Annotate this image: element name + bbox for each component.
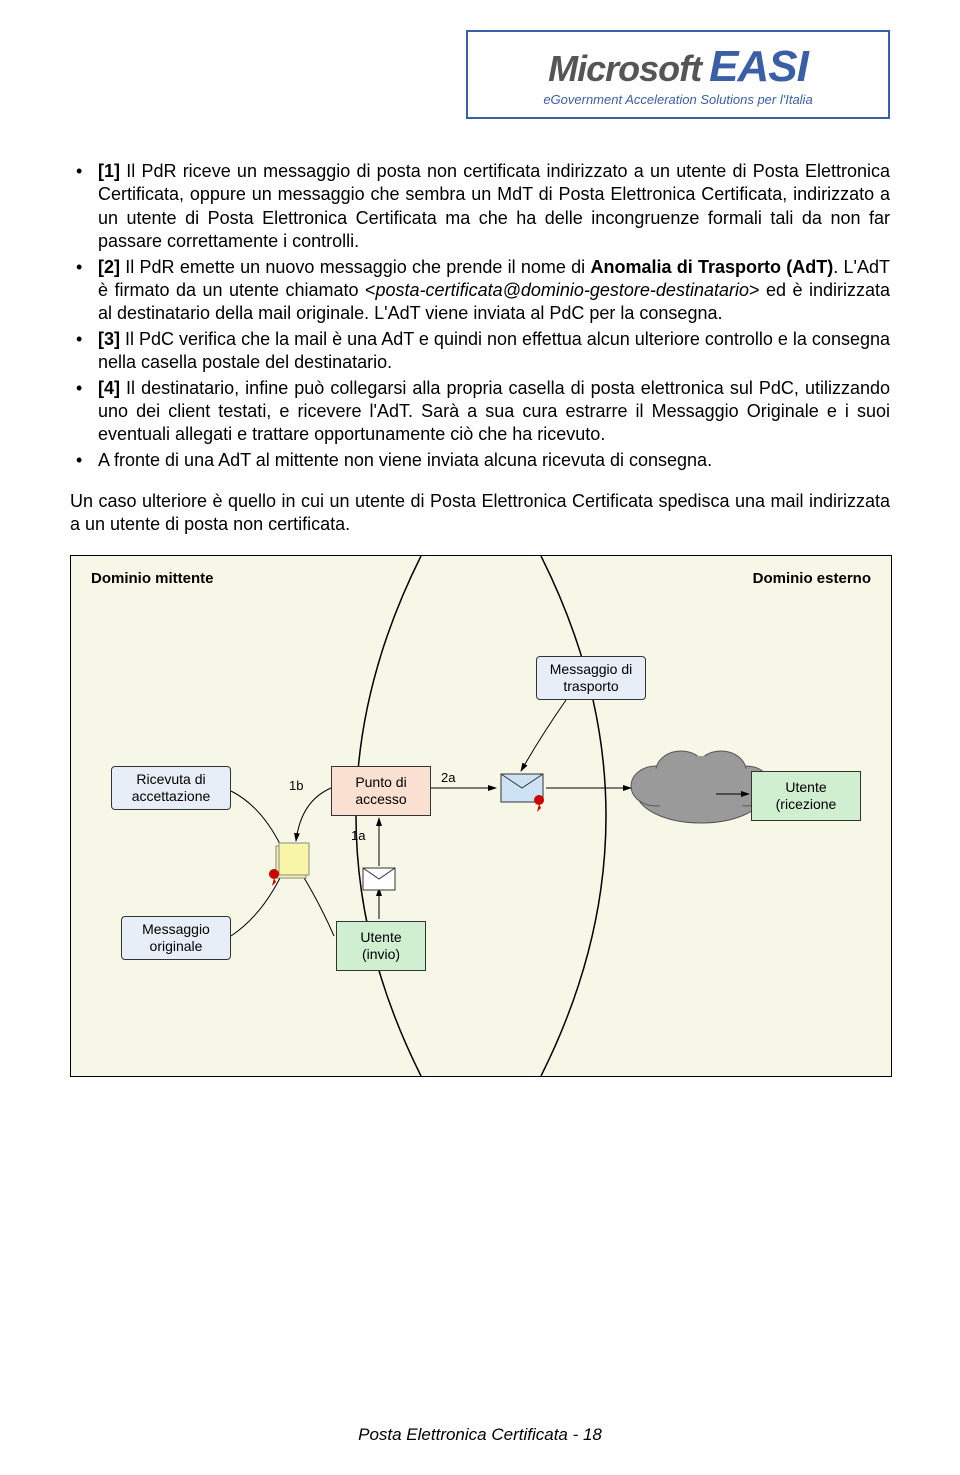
diagram: Dominio mittente Dominio esterno Messagg…	[70, 555, 892, 1077]
bullet-3-prefix: [3]	[98, 329, 120, 349]
box-msg-originale: Messaggio originale	[121, 916, 231, 960]
bullet-4: [4] Il destinatario, infine può collegar…	[98, 377, 890, 447]
paragraph: Un caso ulteriore è quello in cui un ute…	[70, 490, 890, 537]
box-utente-invio: Utente (invio)	[336, 921, 426, 971]
bullet-2: [2] Il PdR emette un nuovo messaggio che…	[98, 256, 890, 326]
logo-brand-ms: Microsoft	[548, 48, 701, 90]
bullet-1-prefix: [1]	[98, 161, 120, 181]
box-utente-ricezione: Utente (ricezione	[751, 771, 861, 821]
bullet-5-text: A fronte di una AdT al mittente non vien…	[98, 450, 712, 470]
box-punto-accesso: Punto di accesso	[331, 766, 431, 816]
logo-main: Microsoft EASI	[548, 42, 808, 92]
bullet-2-italic-a: posta-certificata@dominio-gestore-destin…	[376, 280, 749, 300]
bullet-1: [1] Il PdR riceve un messaggio di posta …	[98, 160, 890, 254]
box-ricevuta: Ricevuta di accettazione	[111, 766, 231, 810]
label-1a: 1a	[351, 828, 365, 843]
logo-brand-easi: EASI	[709, 42, 808, 92]
label-dominio-mittente: Dominio mittente	[91, 570, 214, 587]
content: [1] Il PdR riceve un messaggio di posta …	[70, 160, 890, 1077]
page: Microsoft EASI eGovernment Acceleration …	[0, 0, 960, 1475]
footer: Posta Elettronica Certificata - 18	[0, 1425, 960, 1445]
logo-subtitle: eGovernment Acceleration Solutions per l…	[543, 92, 812, 107]
bullet-list: [1] Il PdR riceve un messaggio di posta …	[70, 160, 890, 472]
label-1b: 1b	[289, 778, 303, 793]
bullet-2-bold-a: Anomalia di Trasporto (AdT)	[590, 257, 833, 277]
bullet-3: [3] Il PdC verifica che la mail è una Ad…	[98, 328, 890, 375]
box-msg-trasporto: Messaggio di trasporto	[536, 656, 646, 700]
bullet-4-prefix: [4]	[98, 378, 120, 398]
logo-box: Microsoft EASI eGovernment Acceleration …	[466, 30, 890, 119]
label-2a: 2a	[441, 770, 455, 785]
bullet-3-text: Il PdC verifica che la mail è una AdT e …	[98, 329, 890, 372]
bullet-5: A fronte di una AdT al mittente non vien…	[98, 449, 890, 472]
bullet-1-text: Il PdR riceve un messaggio di posta non …	[98, 161, 890, 251]
bullet-2-text-a: Il PdR emette un nuovo messaggio che pre…	[120, 257, 590, 277]
bullet-2-prefix: [2]	[98, 257, 120, 277]
label-dominio-esterno: Dominio esterno	[753, 570, 871, 587]
bullet-4-text: Il destinatario, infine può collegarsi a…	[98, 378, 890, 445]
